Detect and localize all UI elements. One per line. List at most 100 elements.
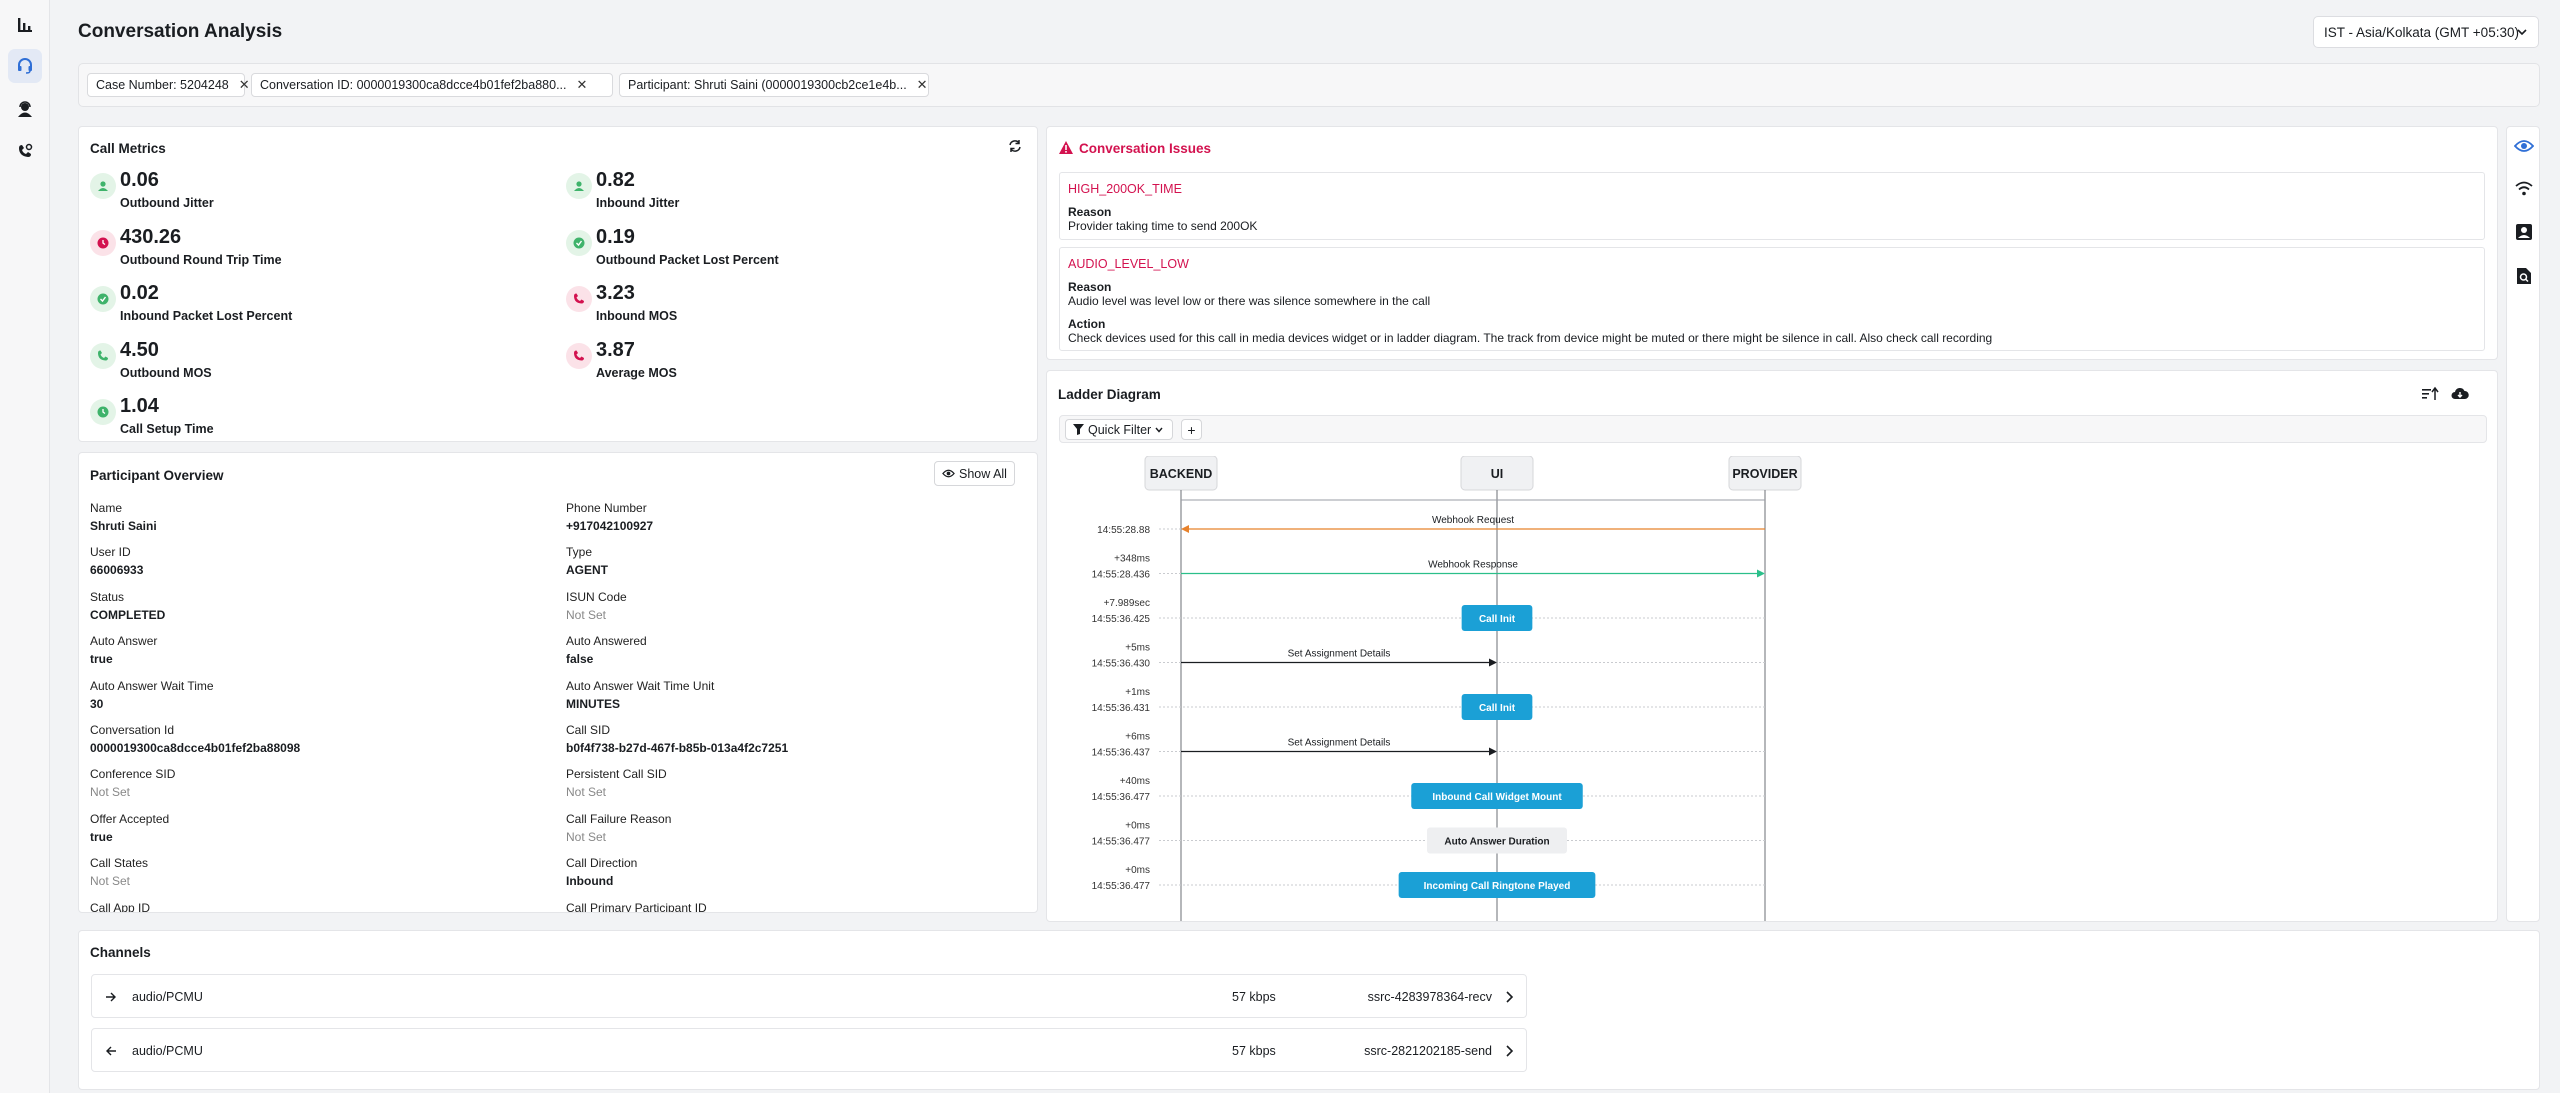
field-value: Shruti Saini: [90, 519, 157, 533]
field-label: Auto Answered: [566, 634, 647, 649]
arrowhead: [1489, 747, 1497, 756]
event-box-label: Call Init: [1479, 703, 1516, 714]
field-value: Not Set: [566, 785, 607, 800]
metric-item: 0.02 Inbound Packet Lost Percent: [90, 282, 490, 332]
timezone-select[interactable]: IST - Asia/Kolkata (GMT +05:30): [2313, 16, 2539, 48]
cloud-download-icon[interactable]: [2451, 386, 2469, 402]
filter-bar: Case Number: 5204248 ✕ Conversation ID: 0…: [78, 63, 2540, 107]
field-label: Persistent Call SID: [566, 767, 667, 782]
field-label: Call SID: [566, 723, 611, 737]
participant-field: Auto Answered false: [566, 634, 1006, 666]
metric-item: 4.50 Outbound MOS: [90, 339, 490, 389]
field-label: Call Primary Participant ID: [566, 900, 707, 913]
issue-reason: Audio level was level low or there was s…: [1068, 294, 1431, 308]
metric-value: 0.02: [120, 282, 159, 304]
close-icon[interactable]: ✕: [576, 77, 588, 92]
issue-item: HIGH_200OK_TIME Reason Provider taking t…: [1059, 172, 2485, 240]
field-label: Call Failure Reason: [566, 811, 672, 826]
metric-value: 0.82: [596, 169, 635, 191]
issue-reason: Provider taking time to send 200OK: [1068, 219, 1258, 233]
channel-row[interactable]: audio/PCMU 57 kbps ssrc-2821202185-send: [91, 1028, 1527, 1072]
agent-icon[interactable]: [8, 92, 42, 126]
field-value: 0000019300ca8dcce4b01fef2ba88098: [90, 741, 301, 755]
filter-chip-conversation-id[interactable]: Conversation ID: 0000019300ca8dcce4b01fe…: [251, 73, 613, 97]
message-label: Webhook Request: [1432, 515, 1514, 526]
wifi-icon[interactable]: [2515, 181, 2533, 196]
event-timestamp: 14:55:28.436: [1092, 570, 1151, 581]
participant-field: ISUN Code Not Set: [566, 590, 1006, 622]
field-value: +917042100927: [566, 519, 654, 533]
participant-field: Call Failure Reason Not Set: [566, 812, 1006, 844]
participant-field: Conference SID Not Set: [90, 767, 530, 799]
packet-icon: [566, 229, 592, 256]
add-filter-button[interactable]: +: [1181, 419, 1202, 440]
time-delta: +6ms: [1125, 732, 1150, 743]
call-metrics-title: Call Metrics: [90, 141, 166, 156]
participant-field: Call App ID: [90, 900, 530, 913]
participant-field: Call SID b0f4f738-b27d-467f-b85b-013a4f2c…: [566, 723, 1006, 755]
participant-field: User ID 66006933: [90, 545, 530, 577]
metric-value: 430.26: [120, 225, 182, 248]
filter-chip-case-number[interactable]: Case Number: 5204248 ✕: [87, 73, 250, 97]
event-timestamp: 14:55:28.88: [1097, 525, 1150, 536]
packet-icon: [90, 286, 116, 312]
field-value: Not Set: [90, 785, 131, 800]
sort-icon[interactable]: [2421, 386, 2439, 402]
metric-value: 3.87: [596, 338, 635, 361]
show-all-button[interactable]: Show All: [934, 461, 1015, 486]
event-box-label: Incoming Call Ringtone Played: [1424, 881, 1571, 892]
field-value: COMPLETED: [90, 607, 166, 622]
headset-icon[interactable]: [8, 49, 42, 83]
participant-field: Call Primary Participant ID: [566, 900, 1006, 913]
conversation-issues-card: Conversation Issues HIGH_200OK_TIME Reas…: [1046, 126, 2498, 360]
channel-row[interactable]: audio/PCMU 57 kbps ssrc-4283978364-recv: [91, 974, 1527, 1018]
quick-filter-bar: Quick Filter +: [1059, 415, 2487, 443]
issue-code: HIGH_200OK_TIME: [1068, 182, 1182, 196]
event-box: [1461, 605, 1533, 631]
filter-chip-participant[interactable]: Participant: Shruti Saini (0000019300cb2…: [619, 73, 929, 97]
main-area: Conversation Analysis IST - Asia/Kolkata…: [50, 0, 2560, 1093]
field-value: Not Set: [566, 607, 607, 622]
metric-item: 0.82 Inbound Jitter: [566, 169, 966, 219]
analytics-icon[interactable]: [8, 8, 42, 42]
metric-item: 3.23 Inbound MOS: [566, 282, 966, 332]
field-label: Call App ID: [90, 900, 151, 913]
ladder-diagram: BACKEND UI PROVIDER 14:55:28.88 Webhook Requ…: [1092, 456, 1802, 921]
eye-icon: [942, 469, 955, 478]
event-timestamp: 14:55:36.425: [1092, 614, 1151, 625]
channel-ssrc: ssrc-2821202185-send: [1364, 1044, 1492, 1058]
metric-label: Inbound Jitter: [596, 196, 680, 210]
quick-filter-label: Quick Filter: [1088, 422, 1152, 437]
event-box-label: Auto Answer Duration: [1444, 837, 1549, 848]
clock-icon: [90, 229, 116, 256]
show-all-label: Show All: [959, 466, 1007, 481]
document-search-icon[interactable]: [2516, 267, 2532, 285]
participant-overview-card: Participant Overview Show All Name Shruti…: [78, 452, 1038, 913]
close-icon[interactable]: ✕: [916, 77, 928, 92]
event-box: [1427, 827, 1567, 854]
event-timestamp: 14:55:36.477: [1092, 881, 1151, 892]
quick-filter-button[interactable]: Quick Filter: [1065, 419, 1173, 440]
time-delta: +0ms: [1125, 821, 1150, 832]
conversation-issues-title: Conversation Issues: [1079, 141, 1212, 156]
metric-value: 0.06: [120, 169, 159, 191]
device-icon[interactable]: [2515, 223, 2533, 241]
phone-icon: [566, 342, 592, 369]
participant-field: Auto Answer Wait Time Unit MINUTES: [566, 679, 1006, 711]
close-icon[interactable]: ✕: [238, 77, 250, 92]
event-box: [1411, 783, 1583, 809]
metric-label: Average MOS: [596, 365, 677, 380]
event-timestamp: 14:55:36.477: [1092, 792, 1151, 803]
participant-field: Conversation Id 0000019300ca8dcce4b01fef2…: [90, 723, 530, 755]
chevron-down-icon: [2517, 29, 2527, 36]
time-delta: +40ms: [1120, 776, 1150, 787]
refresh-icon[interactable]: [1007, 138, 1023, 159]
warning-icon: [1059, 141, 1073, 154]
metric-item: 0.06 Outbound Jitter: [90, 169, 490, 219]
phone-settings-icon[interactable]: [8, 134, 42, 168]
chevron-down-icon: [1155, 427, 1163, 433]
phone-icon: [90, 342, 116, 369]
eye-icon[interactable]: [2514, 138, 2534, 154]
metric-label: Call Setup Time: [120, 422, 214, 436]
